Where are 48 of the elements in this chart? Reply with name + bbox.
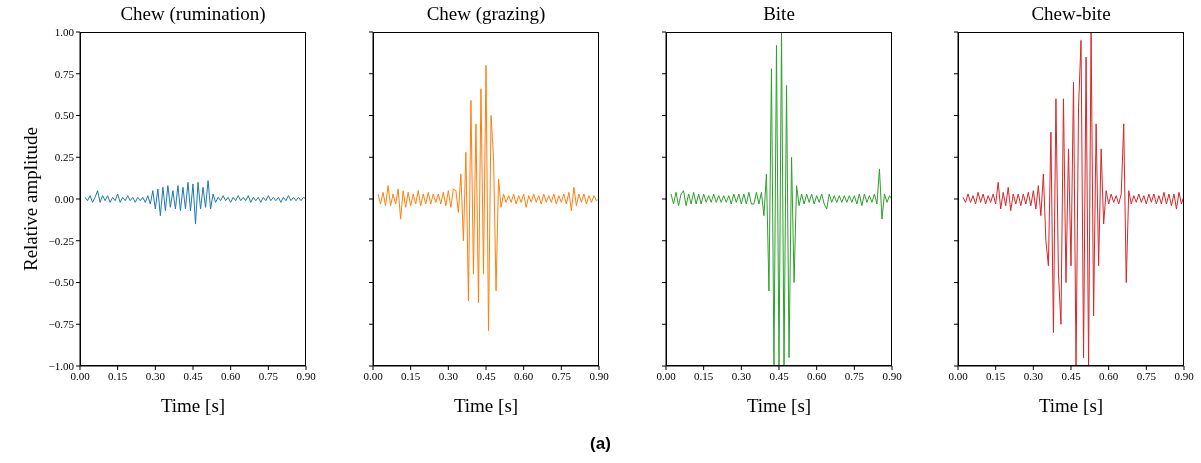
x-tick-label: 0.45 — [476, 369, 497, 382]
x-tick-label: 0.90 — [296, 369, 317, 382]
x-tick-label: 0.15 — [986, 369, 1006, 382]
x-tick-label: 0.75 — [551, 369, 572, 382]
x-tick-label: 0.30 — [438, 369, 459, 382]
chart-title: Chew-bite — [1030, 3, 1112, 25]
y-tick-label: −0.50 — [48, 276, 75, 289]
y-tick-label: 0.75 — [54, 67, 75, 80]
x-tick-label: 0.15 — [694, 369, 714, 382]
x-tick-label: 0.60 — [221, 369, 241, 382]
chart-title: Bite — [762, 3, 796, 25]
x-tick-label: 0.75 — [258, 369, 279, 382]
text: (a) — [589, 434, 612, 454]
x-tick-label: 0.00 — [948, 369, 969, 382]
x-tick-label: 0.30 — [1023, 369, 1044, 382]
y-axis-title: Relative amplitude — [19, 126, 41, 272]
x-tick-label: 0.45 — [769, 369, 790, 382]
y-tick-label: −1.00 — [48, 359, 75, 372]
y-tick-label: −0.75 — [48, 318, 75, 331]
chart-title: Chew (grazing) — [425, 3, 547, 25]
x-tick-label: 0.15 — [401, 369, 421, 382]
line-series — [84, 180, 306, 225]
y-tick-label: 1.00 — [54, 25, 75, 38]
x-axis-title: Time [s] — [453, 395, 519, 416]
x-tick-label: 0.00 — [363, 369, 384, 382]
x-tick-label: 0.75 — [844, 369, 865, 382]
x-tick-label: 0.60 — [514, 369, 534, 382]
chart-title: Chew (rumination) — [119, 3, 267, 25]
x-tick-label: 0.15 — [108, 369, 128, 382]
x-tick-label: 0.60 — [807, 369, 827, 382]
x-axis-title: Time [s] — [160, 395, 226, 416]
x-tick-label: 0.90 — [589, 369, 610, 382]
x-tick-label: 0.00 — [70, 369, 91, 382]
x-tick-label: 0.30 — [731, 369, 752, 382]
x-axis-title: Time [s] — [1038, 395, 1104, 416]
x-tick-label: 0.60 — [1099, 369, 1119, 382]
x-tick-label: 0.75 — [1136, 369, 1157, 382]
y-tick-label: 0.25 — [54, 151, 75, 164]
x-tick-label: 0.45 — [1061, 369, 1082, 382]
x-tick-label: 0.90 — [1174, 369, 1195, 382]
x-axis-title: Time [s] — [746, 395, 812, 416]
x-tick-label: 0.90 — [882, 369, 903, 382]
x-tick-label: 0.00 — [656, 369, 677, 382]
y-tick-label: 0.50 — [54, 109, 75, 122]
x-tick-label: 0.30 — [145, 369, 166, 382]
y-tick-label: −0.25 — [48, 234, 75, 247]
x-tick-label: 0.45 — [183, 369, 204, 382]
y-tick-label: 0.00 — [54, 192, 75, 205]
